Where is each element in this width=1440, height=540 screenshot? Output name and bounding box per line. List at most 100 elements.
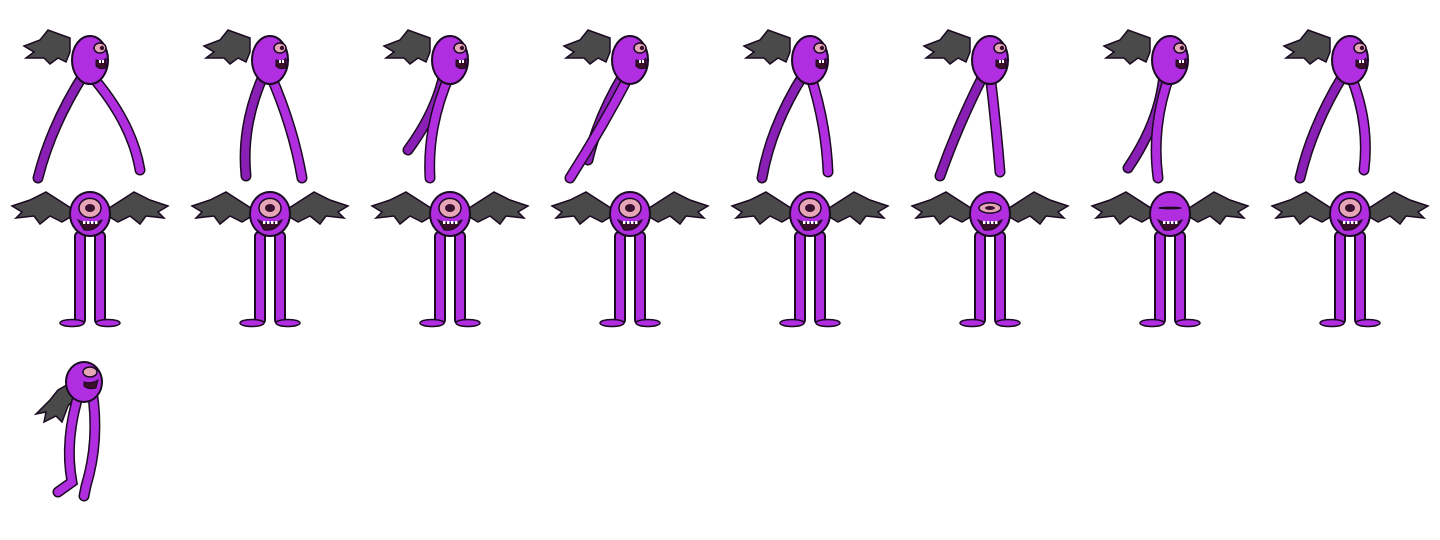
eye-icon: [82, 366, 98, 378]
sprite-idle-front-blink-3: [370, 191, 530, 328]
tooth: [279, 60, 281, 63]
left-leg: [614, 231, 626, 325]
walk-side-frame: [180, 0, 360, 184]
right-foot: [1355, 318, 1381, 328]
walk-side-frame: [360, 0, 540, 184]
bat-wing: [922, 29, 971, 65]
tooth: [271, 221, 274, 224]
tooth: [999, 60, 1001, 63]
right-leg: [994, 231, 1006, 325]
monster-fall: [33, 361, 103, 502]
pupil: [1179, 45, 1185, 51]
pupil: [805, 204, 815, 212]
monster-side: [1282, 29, 1371, 184]
left-wing: [1090, 191, 1155, 226]
right-leg: [634, 231, 646, 325]
bat-wing: [202, 29, 251, 65]
idle-front-blink-frame: [720, 180, 900, 360]
sprite-idle-front-blink-8: [1270, 191, 1430, 328]
left-leg: [794, 231, 806, 325]
pupil: [279, 45, 285, 51]
left-foot: [1139, 318, 1165, 328]
pupil: [265, 204, 275, 212]
tooth: [1343, 221, 1346, 224]
tooth: [635, 221, 638, 224]
monster-head: [1149, 191, 1191, 237]
left-leg: [434, 231, 446, 325]
front-leg: [566, 70, 634, 182]
left-foot: [239, 318, 265, 328]
monster-front: [1270, 191, 1430, 328]
front-leg: [1152, 70, 1174, 182]
pupil: [99, 45, 105, 51]
left-leg: [1154, 231, 1166, 325]
tooth: [807, 221, 810, 224]
tooth: [263, 221, 266, 224]
tooth: [803, 221, 806, 224]
sprite-walk-side-2: [202, 29, 308, 184]
tooth: [275, 221, 278, 224]
sprite-walk-side-5: [742, 29, 834, 184]
sprite-walk-side-4: [562, 29, 649, 184]
monster-side: [202, 29, 308, 184]
tooth: [1359, 60, 1361, 63]
idle-front-blink-frame: [180, 180, 360, 360]
tooth: [1175, 221, 1178, 224]
left-leg: [74, 231, 86, 325]
right-leg: [1354, 231, 1366, 325]
walk-side-frame: [900, 0, 1080, 182]
idle-front-blink-frame: [900, 180, 1080, 360]
tooth: [639, 60, 641, 63]
pupil: [1359, 45, 1365, 51]
left-leg: [1334, 231, 1346, 325]
pupil: [985, 206, 995, 210]
tooth: [1182, 60, 1184, 63]
tooth: [102, 60, 104, 63]
monster-front: [550, 191, 710, 328]
tooth: [1362, 60, 1364, 63]
tooth: [1171, 221, 1174, 224]
bat-wing: [382, 29, 431, 65]
tooth: [1347, 221, 1350, 224]
monster-front: [10, 191, 170, 328]
monster-front: [370, 191, 530, 328]
fall-side-frame: [0, 360, 180, 540]
right-foot: [455, 318, 481, 328]
right-foot: [815, 318, 841, 328]
idle-front-blink-frame: [1080, 180, 1260, 360]
tooth: [983, 221, 986, 224]
pupil: [459, 45, 465, 51]
tooth: [1355, 221, 1358, 224]
tooth: [642, 60, 644, 63]
right-wing: [105, 191, 170, 226]
back-leg: [54, 386, 84, 496]
left-foot: [779, 318, 805, 328]
idle-front-blink-frame: [0, 180, 180, 360]
walk-side-frame: [540, 0, 720, 184]
right-wing: [1005, 191, 1070, 226]
left-leg: [254, 231, 266, 325]
pupil: [999, 45, 1005, 51]
sprite-walk-side-3: [382, 29, 469, 184]
left-foot: [59, 318, 85, 328]
tooth: [995, 221, 998, 224]
tooth: [631, 221, 634, 224]
sprite-idle-front-blink-2: [190, 191, 350, 328]
walk-side-frame: [1260, 0, 1440, 184]
right-leg: [454, 231, 466, 325]
monster-side: [922, 29, 1009, 182]
monster-side: [22, 29, 146, 184]
tooth: [462, 60, 464, 63]
walk-side-frame: [720, 0, 900, 184]
monster-side: [382, 29, 469, 184]
right-wing: [1365, 191, 1430, 226]
sprite-idle-front-blink-1: [10, 191, 170, 328]
right-foot: [635, 318, 661, 328]
back-leg: [34, 70, 88, 182]
bat-wing: [562, 29, 611, 65]
tooth: [1351, 221, 1354, 224]
tooth: [87, 221, 90, 224]
front-leg: [86, 70, 144, 174]
right-leg: [814, 231, 826, 325]
